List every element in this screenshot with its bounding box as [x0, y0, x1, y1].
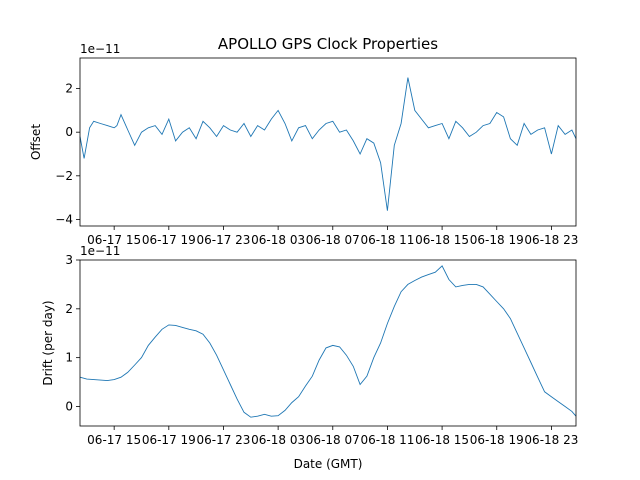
y-scale-label: 1e−11: [80, 42, 120, 56]
y-scale-label: 1e−11: [80, 244, 120, 258]
x-tick-label: 06-18 15: [415, 233, 469, 247]
x-tick-label: 06-17 23: [196, 233, 250, 247]
y-tick-label: 2: [65, 302, 73, 316]
x-tick-label: 06-18 07: [306, 233, 360, 247]
x-tick-label: 06-17 19: [142, 233, 196, 247]
x-axis-label: Date (GMT): [294, 457, 363, 471]
x-tick-label: 06-18 03: [251, 433, 305, 447]
x-tick-label: 06-17 23: [196, 433, 250, 447]
x-tick-label: 06-18 11: [360, 433, 414, 447]
axes-frame: [79, 57, 577, 227]
x-tick-label: 06-17 15: [87, 233, 141, 247]
series-line-0: [79, 77, 577, 211]
x-tick-label: 06-17 19: [142, 433, 196, 447]
y-tick-label: 1: [65, 351, 73, 365]
axes-frame: [79, 259, 577, 427]
chart-title: APOLLO GPS Clock Properties: [218, 35, 438, 53]
y-tick-label: 0: [65, 399, 73, 413]
x-tick-label: 06-17 15: [87, 433, 141, 447]
x-tick-label: 06-18 11: [360, 233, 414, 247]
x-tick-label: 06-18 23: [524, 433, 578, 447]
y-tick-label: −4: [55, 212, 73, 226]
y-tick-label: 0: [65, 125, 73, 139]
y-tick-label: 3: [65, 253, 73, 267]
x-tick-label: 06-18 03: [251, 233, 305, 247]
x-tick-label: 06-18 07: [306, 433, 360, 447]
series-line-1: [79, 265, 577, 418]
x-tick-label: 06-18 19: [470, 233, 524, 247]
y-tick-label: −2: [55, 169, 73, 183]
y-axis-label: Drift (per day): [41, 300, 55, 385]
y-tick-label: 2: [65, 82, 73, 96]
x-tick-label: 06-18 19: [470, 433, 524, 447]
x-tick-label: 06-18 23: [524, 233, 578, 247]
x-tick-label: 06-18 15: [415, 433, 469, 447]
y-axis-label: Offset: [29, 124, 43, 160]
